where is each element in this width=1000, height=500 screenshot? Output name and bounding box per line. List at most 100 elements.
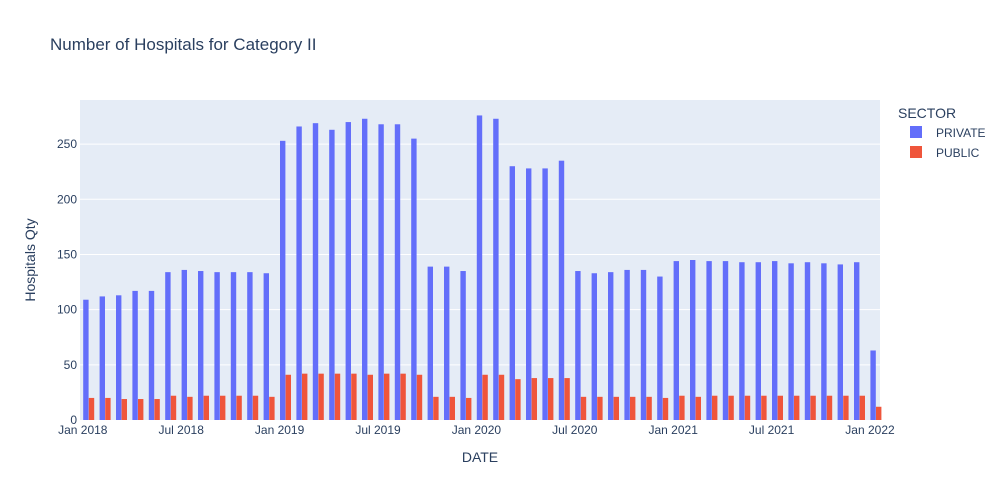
- bar-public-2019-05[interactable]: [351, 373, 357, 420]
- bar-private-2021-01[interactable]: [673, 261, 679, 420]
- bar-public-2020-12[interactable]: [662, 397, 669, 420]
- bar-public-2019-09[interactable]: [416, 374, 423, 420]
- bar-private-2018-10[interactable]: [230, 272, 237, 420]
- bar-private-2022-01[interactable]: [870, 350, 876, 420]
- bar-private-2020-07[interactable]: [575, 271, 581, 420]
- bar-public-2019-12[interactable]: [466, 397, 472, 420]
- bar-public-2020-01[interactable]: [482, 374, 488, 420]
- bar-public-2021-04[interactable]: [728, 395, 734, 420]
- bar-private-2018-02[interactable]: [99, 296, 105, 420]
- bar-private-2020-06[interactable]: [558, 160, 565, 420]
- bar-private-2020-09[interactable]: [608, 272, 614, 420]
- bar-private-2021-08[interactable]: [788, 263, 794, 420]
- bar-private-2019-06[interactable]: [362, 118, 368, 420]
- bar-private-2020-04[interactable]: [526, 168, 532, 420]
- bar-public-2019-02[interactable]: [302, 373, 308, 420]
- bar-private-2019-08[interactable]: [394, 124, 401, 420]
- bar-public-2020-04[interactable]: [531, 378, 537, 420]
- bar-private-2020-10[interactable]: [624, 269, 630, 420]
- bar-public-2021-01[interactable]: [679, 395, 685, 420]
- bar-public-2021-07[interactable]: [777, 395, 783, 420]
- bar-private-2020-08[interactable]: [591, 273, 597, 420]
- bar-public-2018-01[interactable]: [88, 397, 95, 420]
- bar-public-2018-02[interactable]: [105, 397, 111, 420]
- bar-private-2019-09[interactable]: [411, 138, 417, 420]
- bar-public-2018-03[interactable]: [121, 399, 127, 420]
- bar-private-2021-09[interactable]: [804, 262, 811, 420]
- bar-private-2019-01[interactable]: [280, 140, 286, 420]
- bar-private-2021-03[interactable]: [706, 261, 712, 420]
- bar-public-2021-08[interactable]: [794, 395, 800, 420]
- legend-item-public[interactable]: PUBLIC: [910, 146, 980, 160]
- bar-private-2021-06[interactable]: [755, 262, 761, 420]
- bar-public-2021-03[interactable]: [712, 395, 718, 420]
- bar-private-2019-10[interactable]: [427, 266, 433, 420]
- bar-private-2021-05[interactable]: [739, 262, 745, 420]
- bar-public-2019-04[interactable]: [334, 373, 341, 420]
- bar-public-2018-08[interactable]: [203, 395, 209, 420]
- bar-public-2019-08[interactable]: [400, 373, 406, 420]
- bar-public-2021-11[interactable]: [843, 395, 849, 420]
- bar-private-2018-08[interactable]: [198, 271, 204, 420]
- bar-private-2020-05[interactable]: [542, 168, 548, 420]
- bar-private-2018-06[interactable]: [165, 272, 171, 420]
- bar-public-2019-07[interactable]: [384, 373, 390, 420]
- bar-public-2019-11[interactable]: [449, 396, 455, 420]
- legend-item-private[interactable]: PRIVATE: [910, 126, 986, 140]
- bar-private-2019-02[interactable]: [296, 126, 302, 420]
- bar-private-2018-01[interactable]: [83, 299, 89, 420]
- bar-public-2019-01[interactable]: [285, 374, 291, 420]
- bar-private-2021-10[interactable]: [821, 263, 827, 420]
- bar-private-2018-05[interactable]: [148, 290, 155, 420]
- bar-public-2018-05[interactable]: [154, 399, 160, 420]
- bar-private-2020-03[interactable]: [509, 166, 515, 420]
- bar-public-2020-08[interactable]: [597, 396, 603, 420]
- bar-private-2019-12[interactable]: [460, 271, 466, 420]
- bar-public-2018-06[interactable]: [170, 395, 177, 420]
- bar-private-2018-11[interactable]: [247, 272, 253, 420]
- bar-private-2018-09[interactable]: [214, 272, 220, 420]
- bar-private-2021-07[interactable]: [772, 261, 778, 420]
- bar-public-2019-10[interactable]: [433, 396, 439, 420]
- bar-public-2018-07[interactable]: [187, 396, 193, 420]
- bar-private-2021-11[interactable]: [837, 264, 843, 420]
- bar-private-2020-02[interactable]: [493, 118, 499, 420]
- bar-public-2018-04[interactable]: [138, 399, 144, 420]
- bar-public-2022-01[interactable]: [876, 406, 882, 420]
- bar-public-2019-03[interactable]: [318, 373, 324, 420]
- bar-public-2021-06[interactable]: [761, 395, 767, 420]
- bar-private-2021-12[interactable]: [854, 262, 860, 420]
- bar-private-2021-04[interactable]: [722, 261, 729, 420]
- bar-public-2020-11[interactable]: [646, 396, 652, 420]
- bar-public-2018-12[interactable]: [269, 396, 275, 420]
- bar-private-2020-01[interactable]: [476, 115, 483, 420]
- bar-public-2021-05[interactable]: [744, 395, 751, 420]
- bar-public-2021-09[interactable]: [810, 395, 816, 420]
- bar-private-2019-07[interactable]: [378, 124, 384, 420]
- bar-private-2019-04[interactable]: [329, 129, 335, 421]
- bar-public-2020-02[interactable]: [498, 374, 505, 420]
- bar-public-2020-09[interactable]: [613, 396, 619, 420]
- bar-public-2018-10[interactable]: [236, 395, 242, 420]
- bar-private-2018-04[interactable]: [132, 290, 138, 420]
- bar-private-2019-03[interactable]: [312, 123, 319, 421]
- bar-public-2020-05[interactable]: [548, 378, 554, 420]
- bar-private-2018-12[interactable]: [263, 273, 269, 420]
- bar-private-2019-11[interactable]: [444, 266, 450, 420]
- bar-public-2018-11[interactable]: [252, 395, 259, 420]
- bar-private-2018-03[interactable]: [116, 295, 122, 420]
- bar-public-2021-12[interactable]: [859, 395, 865, 420]
- bar-private-2021-02[interactable]: [690, 260, 696, 420]
- bar-public-2018-09[interactable]: [220, 395, 226, 420]
- bar-public-2021-02[interactable]: [695, 396, 701, 420]
- bar-public-2020-07[interactable]: [580, 396, 587, 420]
- bar-public-2020-10[interactable]: [630, 396, 636, 420]
- bar-private-2018-07[interactable]: [181, 269, 187, 420]
- bar-public-2020-03[interactable]: [515, 379, 521, 420]
- bar-public-2021-10[interactable]: [826, 395, 833, 420]
- bar-private-2020-11[interactable]: [640, 269, 647, 420]
- bar-private-2020-12[interactable]: [657, 276, 663, 420]
- bar-public-2020-06[interactable]: [564, 378, 570, 420]
- bar-public-2019-06[interactable]: [367, 374, 373, 420]
- bar-private-2019-05[interactable]: [345, 122, 351, 420]
